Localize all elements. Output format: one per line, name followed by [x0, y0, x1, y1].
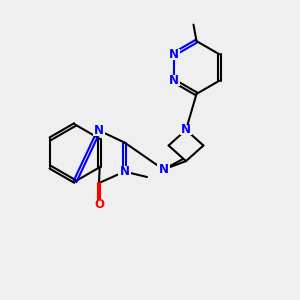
Text: N: N	[119, 165, 130, 178]
FancyBboxPatch shape	[93, 200, 105, 209]
FancyBboxPatch shape	[93, 125, 105, 136]
Text: N: N	[169, 74, 178, 87]
Text: O: O	[94, 198, 104, 211]
Text: N: N	[169, 48, 178, 61]
FancyBboxPatch shape	[168, 76, 180, 86]
FancyBboxPatch shape	[168, 49, 180, 60]
FancyBboxPatch shape	[157, 164, 170, 175]
Text: N: N	[158, 163, 169, 176]
Text: N: N	[94, 124, 104, 137]
Text: N: N	[181, 123, 191, 136]
FancyBboxPatch shape	[118, 166, 131, 177]
FancyBboxPatch shape	[180, 125, 192, 135]
